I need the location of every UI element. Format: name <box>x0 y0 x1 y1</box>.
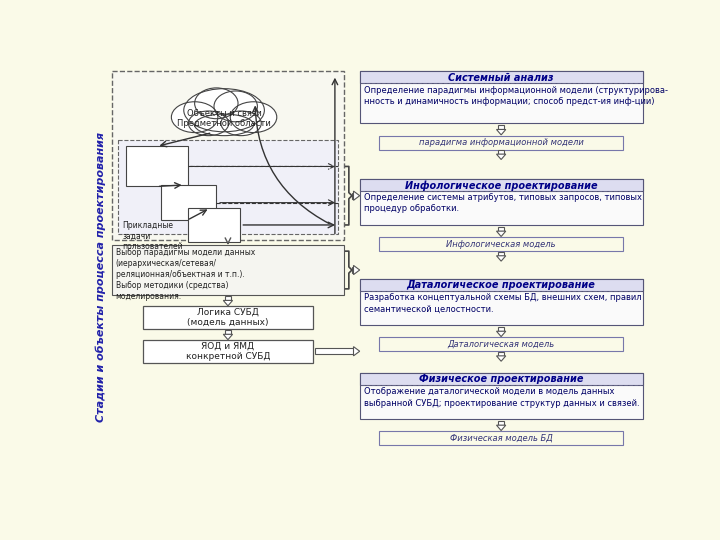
Polygon shape <box>354 347 360 356</box>
Polygon shape <box>497 256 505 261</box>
Polygon shape <box>497 130 505 135</box>
Text: Объекты и связи
Предметной области: Объекты и связи Предметной области <box>177 109 271 129</box>
Bar <box>360 279 642 325</box>
Bar <box>225 330 231 334</box>
Ellipse shape <box>194 114 253 136</box>
Polygon shape <box>497 425 505 430</box>
Bar <box>126 146 188 186</box>
Text: Определение системы атрибутов, типовых запросов, типовых
процедур обработки.: Определение системы атрибутов, типовых з… <box>364 193 642 213</box>
Bar <box>360 279 642 291</box>
Ellipse shape <box>221 111 261 136</box>
Bar <box>315 348 354 354</box>
Text: Отображение даталогической модели в модель данных
выбранной СУБД; проектирование: Отображение даталогической модели в моде… <box>364 387 639 408</box>
Polygon shape <box>497 154 505 159</box>
Bar <box>360 71 642 123</box>
Bar <box>498 150 504 154</box>
Bar <box>352 267 354 273</box>
Polygon shape <box>354 191 360 200</box>
Text: Стадии и объекты процесса проектирования: Стадии и объекты процесса проектирования <box>96 132 106 422</box>
Ellipse shape <box>184 89 264 132</box>
Bar <box>379 338 624 351</box>
Bar <box>112 245 344 295</box>
Text: Прикладные
задачи
пользователей: Прикладные задачи пользователей <box>122 221 183 251</box>
Ellipse shape <box>194 88 238 119</box>
Bar <box>143 340 313 363</box>
Bar <box>498 226 504 231</box>
Text: Инфологическая модель: Инфологическая модель <box>446 240 556 249</box>
Text: Инфологическое проектирование: Инфологическое проектирование <box>405 180 598 191</box>
Bar <box>360 179 642 191</box>
Text: Определение парадигмы информационной модели (структурирова-
нность и динамичност: Определение парадигмы информационной мод… <box>364 85 667 106</box>
Text: Даталогическое проектирование: Даталогическое проектирование <box>407 280 595 291</box>
Bar <box>498 327 504 331</box>
Ellipse shape <box>171 102 218 132</box>
Text: ЯОД и ЯМД
конкретной СУБД: ЯОД и ЯМД конкретной СУБД <box>186 341 270 361</box>
Bar <box>161 185 216 220</box>
Bar <box>498 352 504 356</box>
Polygon shape <box>354 265 360 275</box>
Bar <box>379 136 624 150</box>
Ellipse shape <box>189 111 229 136</box>
Polygon shape <box>497 231 505 237</box>
Bar <box>360 373 642 419</box>
Bar <box>188 208 240 242</box>
Bar <box>112 71 344 240</box>
Bar <box>118 140 338 234</box>
Text: Системный анализ: Системный анализ <box>449 72 554 83</box>
Bar <box>379 237 624 251</box>
Text: парадигма информационной модели: парадигма информационной модели <box>419 138 584 147</box>
Bar <box>498 252 504 256</box>
Bar <box>498 125 504 130</box>
Text: Логика СУБД
(модель данных): Логика СУБД (модель данных) <box>187 308 269 327</box>
Bar <box>379 431 624 445</box>
Text: Физическое проектирование: Физическое проектирование <box>419 374 583 384</box>
Polygon shape <box>497 356 505 361</box>
Ellipse shape <box>214 91 258 122</box>
Bar <box>143 306 313 329</box>
Ellipse shape <box>230 102 276 132</box>
Text: Выбор парадигмы модели данных
(иерархическая/сетевая/
реляционная/объектная и т.: Выбор парадигмы модели данных (иерархиче… <box>116 248 255 301</box>
Text: Разработка концептуальной схемы БД, внешних схем, правил
семантической целостнос: Разработка концептуальной схемы БД, внеш… <box>364 294 642 314</box>
Polygon shape <box>223 334 233 340</box>
Bar <box>352 193 354 199</box>
Bar <box>498 421 504 425</box>
Text: Даталогическая модель: Даталогическая модель <box>448 340 554 349</box>
Polygon shape <box>223 300 233 306</box>
Polygon shape <box>497 331 505 336</box>
Bar <box>360 179 642 225</box>
Text: Физическая модель БД: Физическая модель БД <box>450 434 552 443</box>
Bar <box>225 296 231 300</box>
Bar <box>360 71 642 83</box>
Bar <box>360 373 642 385</box>
